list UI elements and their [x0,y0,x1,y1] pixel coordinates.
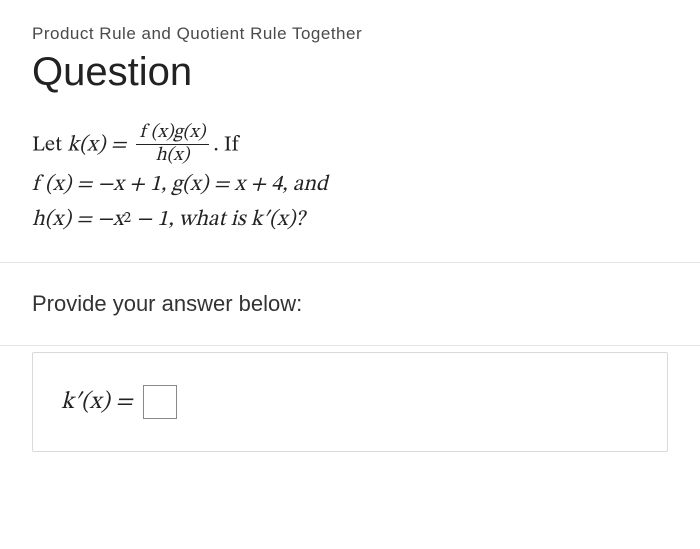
exponent-2: 2 [124,210,132,226]
intro-prefix: Let [32,135,67,157]
fraction-numerator: f (x)g(x) [136,123,210,145]
math-line-3: h(x) = −x2 − 1, what is k′(x)? [32,203,668,238]
answer-prompt: Provide your answer below: [32,263,668,345]
answer-container: k′(x) = [32,352,668,452]
topic-line: Product Rule and Quotient Rule Together [32,24,668,44]
math-line-3b: − 1, what is k′(x)? [131,209,304,231]
math-line-1: Let k(x) = f (x)g(x)h(x). If [32,123,668,168]
intro-suffix: . If [213,135,238,157]
question-heading: Question [32,50,668,95]
math-line-2: f (x) = −x + 1, g(x) = x + 4, and [32,168,668,203]
math-line-3a: h(x) = −x [32,209,124,231]
question-math: Let k(x) = f (x)g(x)h(x). If f (x) = −x … [32,123,668,238]
fraction-denominator: h(x) [136,145,210,168]
question-page: Product Rule and Quotient Rule Together … [0,0,700,452]
answer-label: k′(x) = [61,387,133,417]
answer-section: k′(x) = [32,346,668,452]
answer-input[interactable] [143,385,177,419]
fraction: f (x)g(x)h(x) [136,123,210,168]
k-of-x: k(x) = [67,135,131,157]
answer-row: k′(x) = [61,385,639,419]
